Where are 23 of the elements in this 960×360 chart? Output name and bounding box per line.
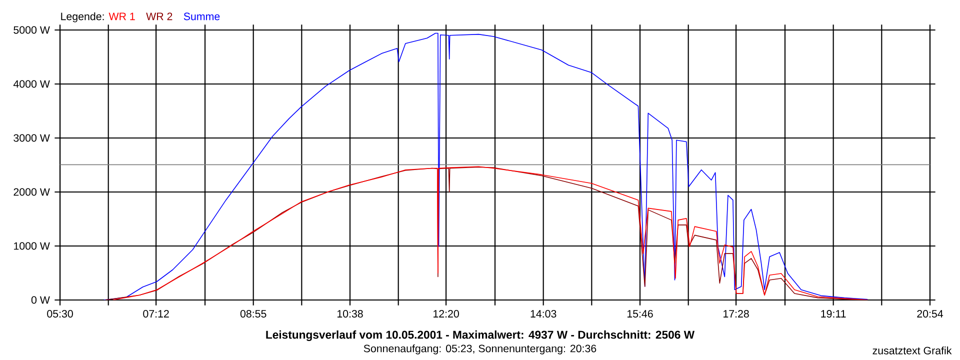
x-tick-label: 10:38 <box>337 310 363 318</box>
text: Leistungsverlauf vom 10.05.2001 - Maximalwert: 4937 W - Durchschnitt: 2506 W <box>266 330 695 342</box>
y-tick-label: 2000 W <box>14 188 50 196</box>
y-tick-label: 3000 W <box>14 134 50 142</box>
text: WR 2 <box>146 12 172 20</box>
y-tick-label: 1000 W <box>14 242 50 250</box>
text: Summe <box>184 12 220 20</box>
y-tick-label: 0 W <box>31 296 50 304</box>
x-tick-label: 14:03 <box>530 310 556 318</box>
x-tick-label: 05:30 <box>47 310 73 318</box>
text: zusatztext Grafik <box>872 346 952 354</box>
x-tick-label: 12:20 <box>434 310 459 318</box>
x-tick-label: 20:54 <box>917 310 944 318</box>
text: Sonnenaufgang: 05:23, Sonnenuntergang: 20:36 <box>364 344 596 354</box>
x-tick-label: 07:12 <box>143 310 169 318</box>
x-tick-label: 19:11 <box>821 310 846 318</box>
text: WR 1 <box>108 12 135 20</box>
x-tick-label: 17:28 <box>724 310 749 318</box>
y-tick-label: 4000 W <box>13 80 50 88</box>
y-tick-label: 5000 W <box>14 26 50 34</box>
x-tick-label: 15:46 <box>627 310 653 318</box>
x-tick-label: 08:55 <box>240 310 266 318</box>
legend-title: Legende: <box>61 12 104 22</box>
